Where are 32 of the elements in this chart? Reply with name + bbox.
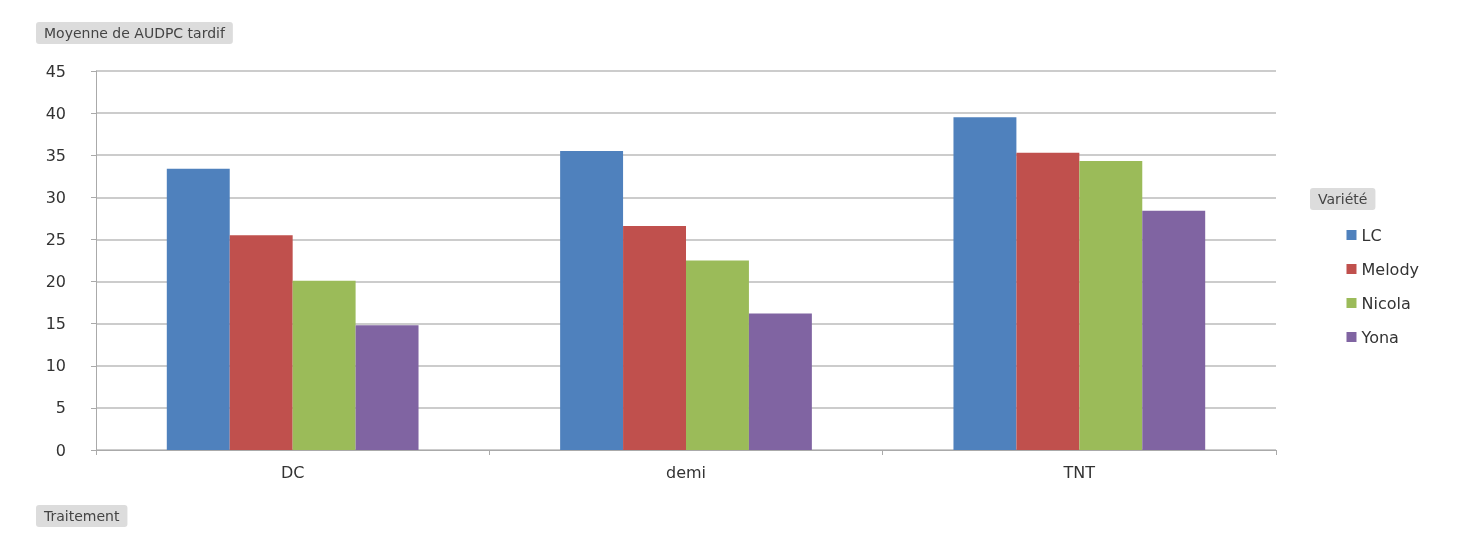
legend-title: Variété [1318, 191, 1368, 207]
bar [1079, 161, 1143, 450]
y-tick-label: 30 [45, 187, 66, 207]
x-tick-label: demi [665, 462, 707, 482]
y-tick-label: 40 [45, 103, 66, 123]
y-tick-label: 25 [45, 229, 66, 249]
y-tick-label: 20 [45, 272, 66, 292]
bar [686, 260, 749, 450]
bar [560, 151, 624, 450]
x-axis-title: Traitement [43, 508, 120, 524]
y-tick-label: 5 [55, 398, 66, 418]
legend-label: Melody [1361, 259, 1420, 279]
bar [1142, 210, 1206, 450]
y-tick-label: 15 [45, 314, 66, 334]
bar [623, 225, 686, 450]
bar [166, 168, 230, 450]
bar [953, 117, 1017, 450]
bar [748, 313, 812, 450]
x-tick-label: TNT [1062, 462, 1096, 482]
chart-title: Moyenne de AUDPC tardif [44, 25, 226, 41]
y-tick-label: 10 [45, 356, 66, 376]
x-tick-label: DC [280, 462, 305, 482]
y-tick-label: 45 [45, 61, 66, 81]
y-tick-label: 35 [45, 145, 66, 165]
legend-label: Yona [1360, 327, 1399, 347]
y-tick-label: 0 [55, 440, 66, 460]
bar [292, 280, 356, 450]
bar [229, 235, 293, 450]
bar [1016, 152, 1080, 450]
legend-label: Nicola [1361, 293, 1411, 313]
bar [355, 325, 419, 450]
legend-label: LC [1361, 225, 1382, 245]
